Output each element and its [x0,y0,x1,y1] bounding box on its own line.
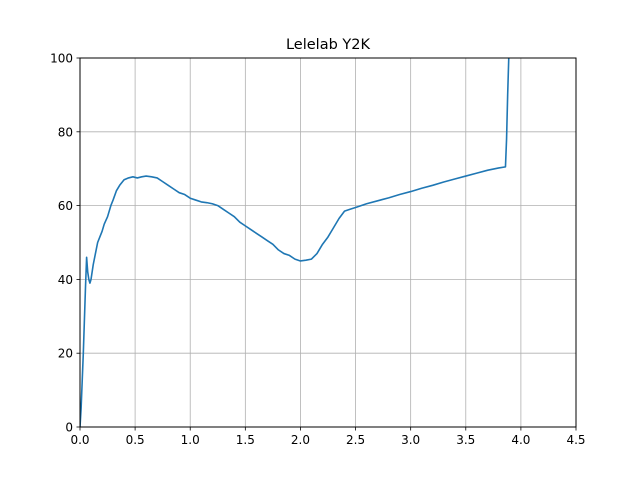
y-tick-label: 0 [65,421,73,435]
plot-frame [79,57,577,428]
y-tick-label: 80 [58,125,73,139]
y-tick-label: 20 [58,347,73,361]
x-tick-label: 4.0 [511,433,530,447]
x-tick-label: 0.0 [70,433,89,447]
x-tick-label: 1.0 [181,433,200,447]
x-tick-label: 4.5 [566,433,585,447]
x-tick-label: 2.0 [291,433,310,447]
y-tick-label: 40 [58,273,73,287]
x-tick-label: 0.5 [126,433,145,447]
x-tick-label: 3.5 [456,433,475,447]
x-tick-label: 3.0 [401,433,420,447]
ticks-layer: 0.0 0.5 1.0 1.5 2.0 2.5 3.0 3.5 4.0 4.5 0 20 40 60 80 1… [50,52,585,448]
y-tick-label: 60 [58,199,73,213]
series-layer [80,58,510,427]
x-tick-label: 2.5 [346,433,365,447]
x-tick-label: 1.5 [236,433,255,447]
chart-title: Lelelab Y2K [286,37,371,53]
y-tick-label: 100 [50,52,73,66]
series-line [80,58,510,427]
